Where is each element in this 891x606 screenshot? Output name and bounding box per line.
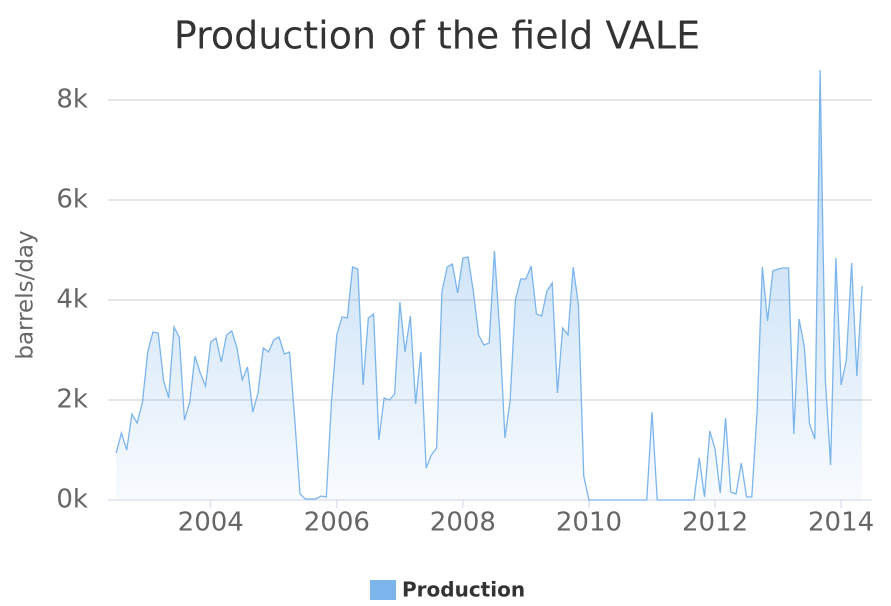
x-tick-label: 2004 bbox=[178, 508, 244, 538]
x-tick-label: 2010 bbox=[556, 508, 622, 538]
legend-swatch bbox=[370, 580, 396, 600]
x-tick-label: 2006 bbox=[304, 508, 370, 538]
area-line bbox=[115, 69, 863, 501]
chart-title: Production of the field VALE bbox=[174, 14, 700, 58]
y-tick-label: 2k bbox=[56, 385, 88, 415]
y-axis-label: barrels/day bbox=[13, 230, 39, 359]
y-tick-label: 4k bbox=[56, 285, 88, 315]
x-tick-label: 2012 bbox=[682, 508, 748, 538]
x-tick-label: 2014 bbox=[808, 508, 874, 538]
x-tick-label: 2008 bbox=[430, 508, 496, 538]
area-fill bbox=[116, 70, 863, 500]
y-tick-label: 8k bbox=[56, 85, 88, 115]
y-tick-label: 0k bbox=[56, 485, 88, 515]
legend-label: Production bbox=[402, 578, 525, 602]
y-tick-label: 6k bbox=[56, 185, 88, 215]
